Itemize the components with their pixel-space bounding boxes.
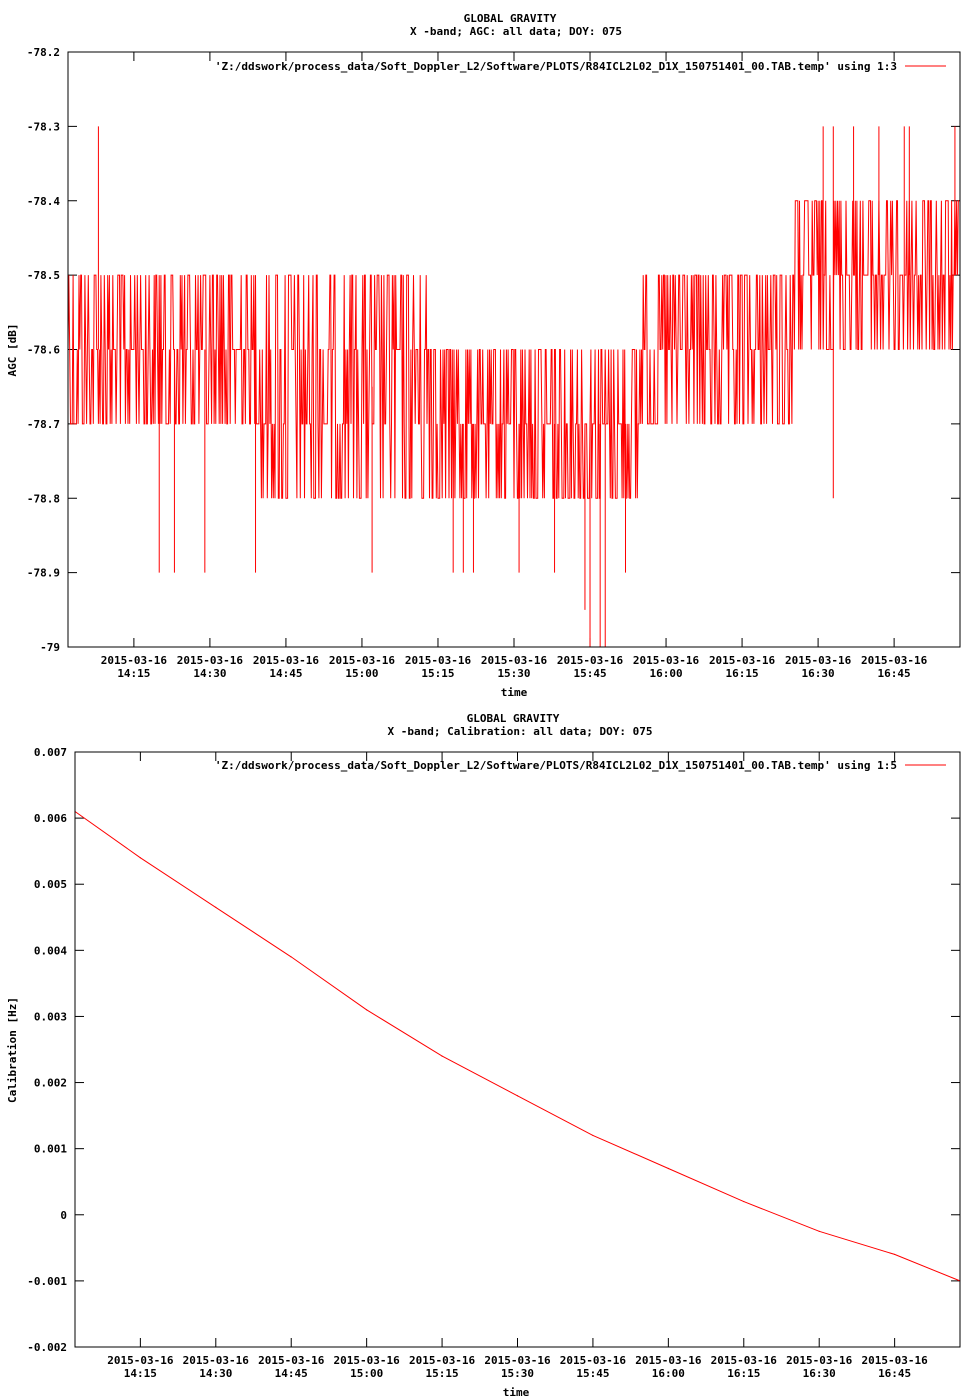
y-tick-label: -78.5 xyxy=(27,269,60,282)
x-axis-label: time xyxy=(501,686,528,699)
x-tick-time: 15:30 xyxy=(501,1367,534,1380)
chart-title: GLOBAL GRAVITY xyxy=(467,712,560,725)
x-tick-time: 15:00 xyxy=(345,667,378,680)
x-tick-time: 14:30 xyxy=(193,667,226,680)
x-tick-time: 16:30 xyxy=(802,667,835,680)
y-tick-label: -78.4 xyxy=(27,195,60,208)
x-tick-date: 2015-03-16 xyxy=(334,1354,401,1367)
x-tick-date: 2015-03-16 xyxy=(409,1354,476,1367)
y-tick-label: 0.003 xyxy=(34,1010,67,1023)
x-tick-date: 2015-03-16 xyxy=(481,654,548,667)
x-tick-time: 14:15 xyxy=(124,1367,157,1380)
calibration-point xyxy=(818,1230,820,1232)
calibration-point xyxy=(592,1134,594,1137)
plot-frame xyxy=(74,751,961,1348)
x-tick-time: 16:45 xyxy=(878,1367,911,1380)
calibration-point xyxy=(743,1200,745,1203)
agc-series-line xyxy=(67,200,960,499)
x-tick-time: 16:15 xyxy=(727,1367,760,1380)
x-tick-date: 2015-03-16 xyxy=(711,1354,778,1367)
y-tick-label: 0.007 xyxy=(34,746,67,759)
x-tick-date: 2015-03-16 xyxy=(633,654,700,667)
series-layer xyxy=(74,810,961,1282)
x-tick-date: 2015-03-16 xyxy=(177,654,244,667)
x-tick-time: 14:30 xyxy=(199,1367,232,1380)
x-tick-date: 2015-03-16 xyxy=(405,654,472,667)
chart-subtitle: X -band; AGC: all data; DOY: 075 xyxy=(410,25,622,38)
x-tick-date: 2015-03-16 xyxy=(484,1354,551,1367)
ticks-layer: 0.007 0.006 0.005 0.004 0.003 0.002 0.001 0 -0.0… xyxy=(27,746,960,1380)
y-tick-label: 0 xyxy=(60,1209,67,1222)
y-tick-label: -78.6 xyxy=(27,344,60,357)
x-tick-date: 2015-03-16 xyxy=(183,1354,250,1367)
x-tick-date: 2015-03-16 xyxy=(785,654,852,667)
x-tick-date: 2015-03-16 xyxy=(635,1354,702,1367)
x-tick-time: 16:00 xyxy=(652,1367,685,1380)
y-tick-label: -0.001 xyxy=(27,1275,67,1288)
x-tick-time: 15:45 xyxy=(576,1367,609,1380)
y-tick-label: 0.004 xyxy=(34,944,67,957)
y-tick-label: -78.8 xyxy=(27,492,60,505)
calibration-point xyxy=(366,1009,368,1011)
calibration-point xyxy=(290,956,292,958)
x-axis-label: time xyxy=(503,1386,530,1399)
calibration-point xyxy=(516,1095,519,1097)
x-tick-date: 2015-03-16 xyxy=(107,1354,174,1367)
y-tick-label: 0.005 xyxy=(34,878,67,891)
y-axis-label: AGC [dB] xyxy=(6,324,19,377)
y-tick-label: -78.3 xyxy=(27,120,60,133)
x-tick-time: 15:30 xyxy=(497,667,530,680)
legend-label: 'Z:/ddswork/process_data/Soft_Doppler_L2… xyxy=(215,60,897,73)
x-tick-date: 2015-03-16 xyxy=(560,1354,627,1367)
x-tick-time: 16:15 xyxy=(726,667,759,680)
x-tick-date: 2015-03-16 xyxy=(709,654,776,667)
y-axis-label: Calibration [Hz] xyxy=(6,997,19,1103)
x-tick-time: 14:15 xyxy=(117,667,150,680)
calibration-series-line xyxy=(74,811,961,1282)
x-tick-time: 16:00 xyxy=(649,667,682,680)
y-tick-label: -0.002 xyxy=(27,1341,67,1354)
x-tick-time: 16:45 xyxy=(878,667,911,680)
x-tick-time: 15:45 xyxy=(573,667,606,680)
x-tick-date: 2015-03-16 xyxy=(861,654,928,667)
calibration-chart: GLOBAL GRAVITY X -band; Calibration: all… xyxy=(6,712,961,1399)
calibration-point xyxy=(139,857,141,859)
y-tick-label: -79 xyxy=(40,641,60,654)
x-tick-time: 14:45 xyxy=(275,1367,308,1380)
series-layer xyxy=(67,126,960,647)
x-tick-time: 16:30 xyxy=(803,1367,836,1380)
y-tick-label: 0.006 xyxy=(34,812,67,825)
agc-chart: GLOBAL GRAVITY X -band; AGC: all data; D… xyxy=(6,12,961,699)
x-tick-time: 15:15 xyxy=(421,667,454,680)
x-tick-date: 2015-03-16 xyxy=(253,654,320,667)
x-tick-date: 2015-03-16 xyxy=(557,654,624,667)
y-tick-label: 0.002 xyxy=(34,1077,67,1090)
x-tick-time: 15:15 xyxy=(426,1367,459,1380)
ticks-layer: -78.2 -78.3 -78.4 -78.5 -78.6 -78.7 -78.8 -78.9… xyxy=(27,46,960,680)
x-tick-date: 2015-03-16 xyxy=(101,654,168,667)
plot-frame xyxy=(67,51,961,648)
calibration-point xyxy=(441,1055,443,1057)
x-tick-date: 2015-03-16 xyxy=(786,1354,853,1367)
y-tick-label: 0.001 xyxy=(34,1143,67,1156)
y-tick-label: -78.7 xyxy=(27,418,60,431)
calibration-point xyxy=(894,1253,896,1256)
y-tick-label: -78.2 xyxy=(27,46,60,59)
calibration-point xyxy=(215,906,217,908)
x-tick-time: 14:45 xyxy=(269,667,302,680)
x-tick-date: 2015-03-16 xyxy=(862,1354,929,1367)
calibration-point xyxy=(667,1167,669,1170)
x-tick-date: 2015-03-16 xyxy=(258,1354,325,1367)
chart-title: GLOBAL GRAVITY xyxy=(464,12,557,25)
x-tick-date: 2015-03-16 xyxy=(329,654,396,667)
x-tick-time: 15:00 xyxy=(350,1367,383,1380)
legend-label: 'Z:/ddswork/process_data/Soft_Doppler_L2… xyxy=(215,759,897,772)
y-tick-label: -78.9 xyxy=(27,567,60,580)
chart-subtitle: X -band; Calibration: all data; DOY: 075 xyxy=(388,725,653,738)
